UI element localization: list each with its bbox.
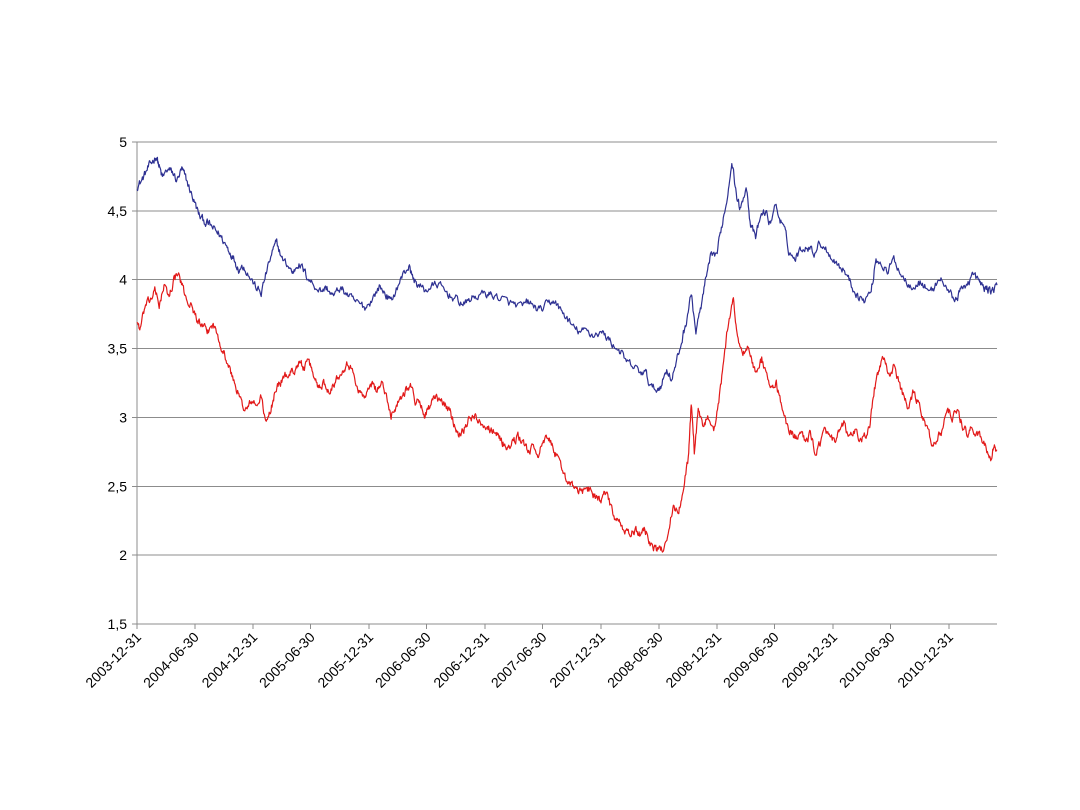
x-tick-label: 2006-12-31 <box>430 629 492 691</box>
series-lines <box>136 156 998 553</box>
x-tick-label: 2003-12-31 <box>82 629 144 691</box>
axes <box>132 141 997 629</box>
y-tick-label: 4,5 <box>108 203 128 219</box>
series-line-2 <box>136 272 998 553</box>
y-tick-label: 2 <box>119 547 127 563</box>
x-tick-label: 2006-06-30 <box>372 629 434 691</box>
x-tick-label: 2004-06-30 <box>140 629 202 691</box>
x-tick-label: 2004-12-31 <box>198 629 260 691</box>
x-tick-labels: 2003-12-312004-06-302004-12-312005-06-30… <box>82 629 956 691</box>
x-tick-label: 2009-06-30 <box>720 629 782 691</box>
y-tick-label: 3,5 <box>108 341 128 357</box>
gridlines <box>137 141 997 556</box>
y-tick-label: 4 <box>119 272 127 288</box>
y-tick-label: 2,5 <box>108 478 128 494</box>
x-tick-label: 2008-06-30 <box>604 629 666 691</box>
y-tick-label: 1,5 <box>108 616 128 632</box>
x-tick-label: 2007-06-30 <box>488 629 550 691</box>
x-tick-label: 2008-12-31 <box>662 629 724 691</box>
x-tick-label: 2005-12-31 <box>314 629 376 691</box>
x-tick-label: 2010-12-31 <box>894 629 956 691</box>
y-tick-label: 3 <box>119 409 127 425</box>
y-tick-label: 5 <box>119 134 127 150</box>
x-tick-label: 2007-12-31 <box>546 629 608 691</box>
y-tick-labels: 1,5 2 2,5 3 3,5 4 4,5 5 <box>108 134 128 632</box>
series-line-1 <box>136 156 998 393</box>
x-tick-label: 2010-06-30 <box>836 629 898 691</box>
x-tick-label: 2009-12-31 <box>778 629 840 691</box>
x-tick-label: 2005-06-30 <box>256 629 318 691</box>
